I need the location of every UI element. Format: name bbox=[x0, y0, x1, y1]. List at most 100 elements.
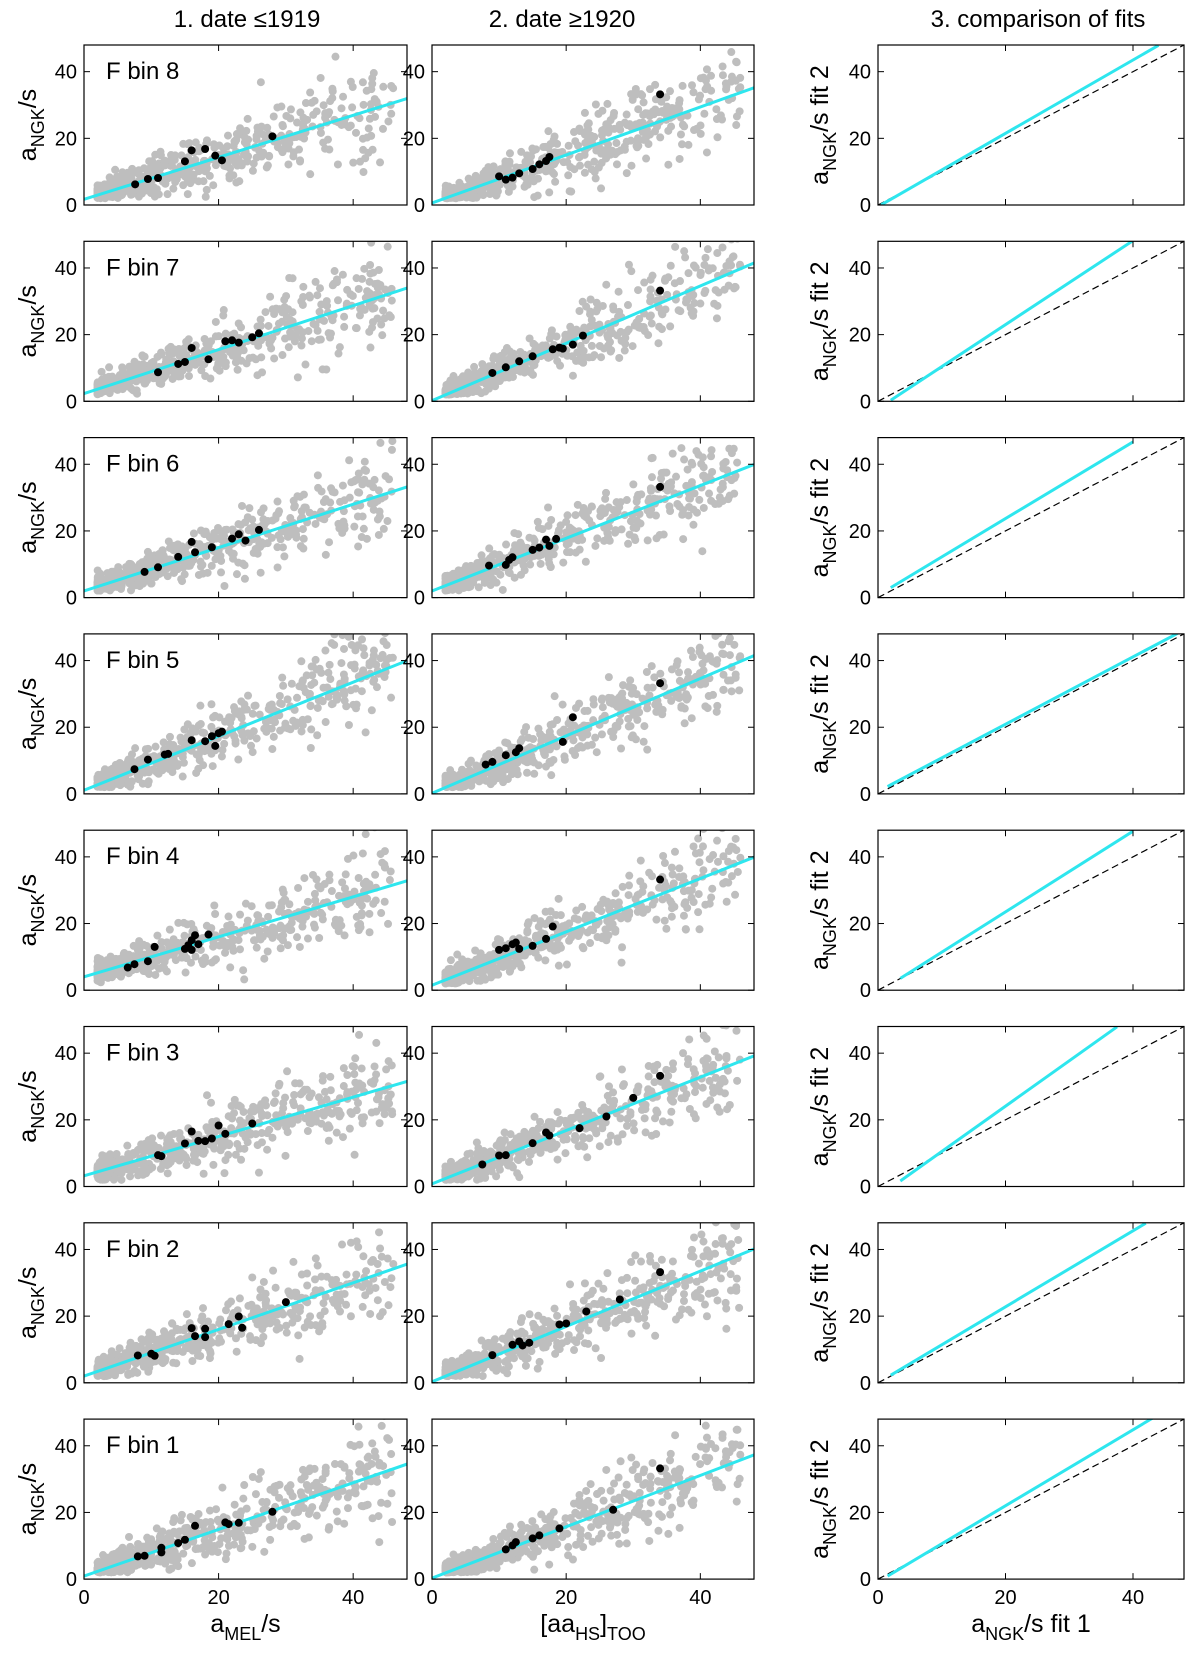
scatter-point bbox=[321, 1292, 330, 1301]
scatter-point bbox=[339, 1064, 348, 1073]
scatter-point bbox=[362, 1501, 371, 1510]
scatter-point bbox=[354, 542, 363, 551]
scatter-point bbox=[293, 1314, 302, 1323]
scatter-point bbox=[355, 1079, 364, 1088]
scatter-point bbox=[622, 137, 631, 146]
scatter-point bbox=[141, 1360, 150, 1369]
scatter-point bbox=[350, 1070, 359, 1079]
scatter-point bbox=[208, 1118, 217, 1127]
bin-mean-point bbox=[180, 157, 189, 166]
scatter-point bbox=[633, 136, 642, 145]
scatter-point bbox=[333, 694, 342, 703]
scatter-point bbox=[360, 305, 369, 314]
scatter-point bbox=[293, 1115, 302, 1124]
scatter-point bbox=[597, 184, 606, 193]
scatter-point bbox=[544, 143, 553, 152]
scatter-point bbox=[288, 308, 297, 317]
scatter-point bbox=[319, 1299, 328, 1308]
scatter-point bbox=[311, 1275, 320, 1284]
bin-mean-point bbox=[180, 1535, 189, 1544]
scatter-point bbox=[224, 912, 233, 921]
scatter-point bbox=[335, 1295, 344, 1304]
scatter-point bbox=[298, 1465, 307, 1474]
scatter-point bbox=[296, 1488, 305, 1497]
scatter-point bbox=[735, 107, 744, 116]
scatter-point bbox=[243, 513, 252, 522]
scatter-point bbox=[338, 270, 347, 279]
scatter-point bbox=[143, 1541, 152, 1550]
scatter-point bbox=[350, 887, 359, 896]
scatter-point bbox=[268, 333, 277, 342]
scatter-point bbox=[235, 945, 244, 954]
scatter-point bbox=[278, 673, 287, 682]
scatter-point bbox=[357, 909, 366, 918]
scatter-point bbox=[340, 674, 349, 683]
scatter-point bbox=[239, 1494, 248, 1503]
x-tick-label: 0 bbox=[78, 1587, 89, 1609]
bin-mean-point bbox=[545, 153, 554, 161]
scatter-point bbox=[111, 165, 120, 174]
scatter-point bbox=[272, 1111, 281, 1120]
scatter-point bbox=[208, 1547, 217, 1556]
scatter-point bbox=[294, 883, 303, 892]
scatter-point bbox=[117, 1175, 126, 1184]
scatter-point bbox=[202, 921, 211, 930]
bin-mean-point bbox=[228, 534, 237, 543]
scatter-point bbox=[361, 830, 370, 839]
scatter-point bbox=[283, 941, 292, 950]
scatter-point bbox=[154, 190, 163, 199]
scatter-point bbox=[293, 933, 302, 942]
fit-line bbox=[84, 879, 407, 979]
scatter-point bbox=[221, 362, 230, 371]
scatter-point bbox=[332, 278, 341, 287]
scatter-point bbox=[178, 351, 187, 360]
column-title-2: 2. date ≥1920 bbox=[489, 6, 636, 33]
scatter-point bbox=[232, 130, 241, 139]
scatter-point bbox=[157, 938, 166, 947]
scatter-point bbox=[146, 558, 155, 567]
scatter-point bbox=[365, 928, 374, 937]
scatter-point bbox=[181, 1152, 190, 1161]
scatter-point bbox=[386, 1283, 395, 1292]
scatter-point bbox=[353, 512, 362, 521]
scatter-point bbox=[115, 1344, 124, 1353]
scatter-point bbox=[365, 300, 374, 309]
scatter-point bbox=[306, 1506, 315, 1515]
scatter-point bbox=[367, 706, 376, 715]
scatter-point bbox=[642, 154, 651, 163]
bin-mean-point bbox=[204, 355, 213, 364]
scatter-point bbox=[732, 121, 741, 130]
scatter-point bbox=[297, 341, 306, 350]
y-tick-label: 40 bbox=[55, 847, 77, 869]
scatter-point bbox=[204, 1317, 213, 1326]
scatter-point bbox=[299, 282, 308, 291]
scatter-point bbox=[479, 191, 488, 200]
scatter-point bbox=[249, 159, 258, 168]
column-title-1: 1. date ≤1919 bbox=[174, 6, 321, 33]
scatter-point bbox=[240, 975, 249, 984]
scatter-point bbox=[248, 709, 257, 718]
scatter-point bbox=[125, 951, 134, 960]
scatter-point bbox=[275, 1480, 284, 1489]
scatter-point bbox=[334, 927, 343, 936]
plot-area bbox=[84, 830, 407, 987]
scatter-point bbox=[383, 1254, 392, 1263]
scatter-point bbox=[144, 968, 153, 977]
scatter-point bbox=[103, 569, 112, 578]
bin-mean-point bbox=[248, 1119, 257, 1128]
scatter-point bbox=[382, 1103, 391, 1112]
scatter-point bbox=[267, 700, 276, 709]
scatter-point bbox=[345, 1124, 354, 1133]
scatter-point bbox=[246, 1107, 255, 1116]
scatter-point bbox=[207, 561, 216, 570]
scatter-point bbox=[383, 1434, 392, 1443]
scatter-point bbox=[197, 1316, 206, 1325]
scatter-point bbox=[277, 102, 286, 111]
scatter-point bbox=[128, 164, 137, 173]
scatter-point bbox=[237, 356, 246, 365]
scatter-point bbox=[366, 261, 375, 270]
scatter-point bbox=[221, 1306, 230, 1315]
